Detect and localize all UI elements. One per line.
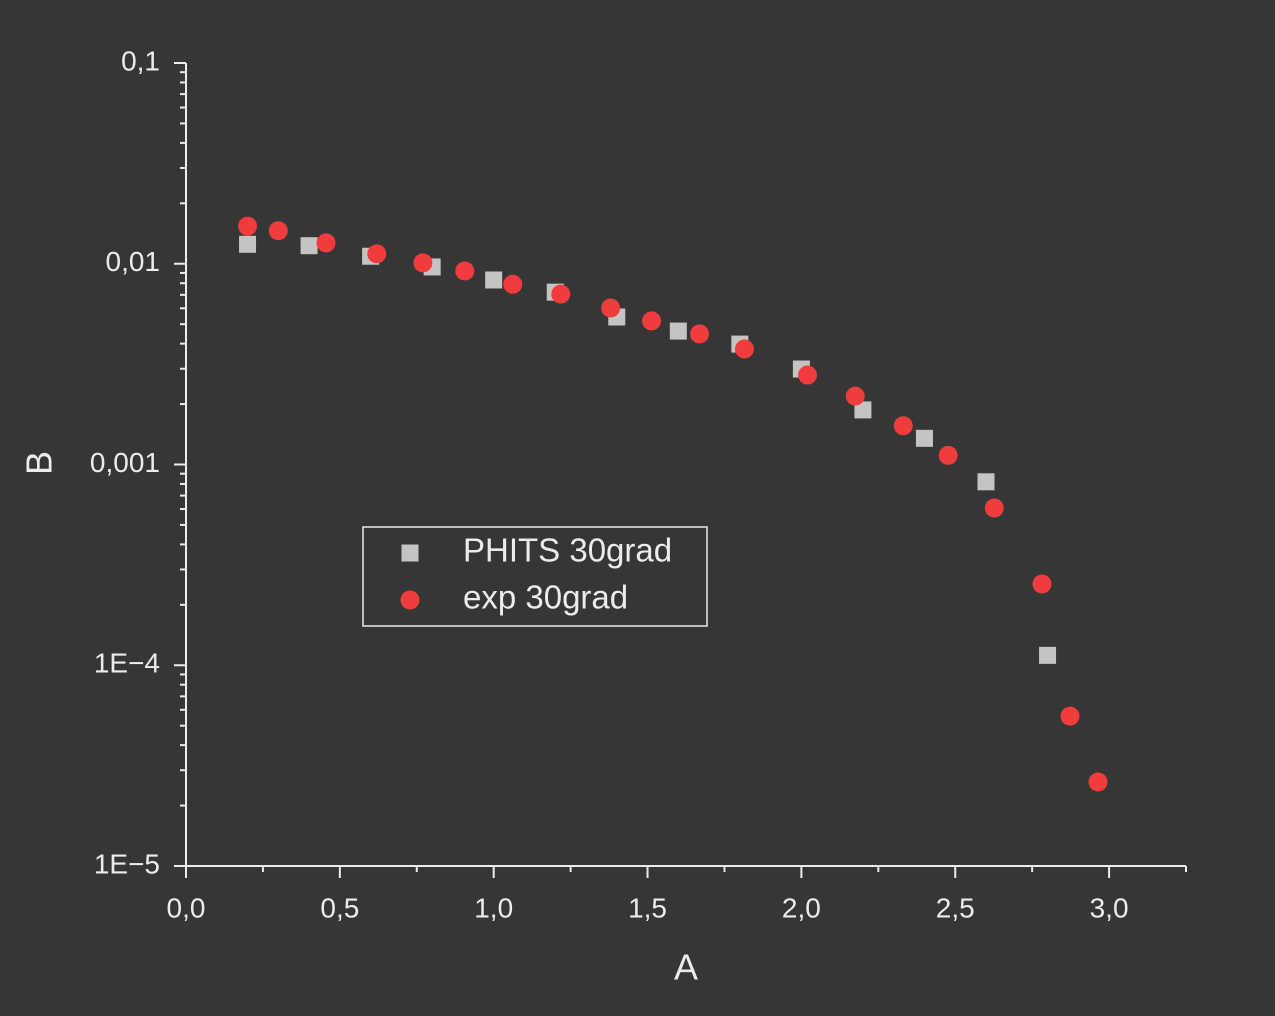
point: [845, 386, 865, 406]
point: [642, 311, 662, 331]
y-tick-label: 0,01: [106, 246, 161, 277]
x-tick-label: 2,0: [782, 892, 821, 923]
x-tick-label: 3,0: [1090, 892, 1129, 923]
point: [893, 416, 913, 436]
legend-marker: [401, 544, 419, 562]
x-tick-label: 0,5: [320, 892, 359, 923]
point: [238, 216, 258, 236]
y-tick-label: 0,001: [90, 447, 160, 478]
point: [503, 274, 523, 294]
point: [455, 261, 475, 281]
legend-label: exp 30grad: [463, 579, 628, 616]
x-tick-label: 0,0: [167, 892, 206, 923]
point: [1088, 772, 1108, 792]
y-tick-label: 1E−4: [94, 648, 160, 679]
point: [977, 473, 995, 491]
point: [690, 324, 710, 344]
legend-box: [362, 526, 708, 627]
point: [413, 253, 433, 273]
x-tick-label: 1,0: [474, 892, 513, 923]
point: [854, 401, 872, 419]
point: [1039, 646, 1057, 664]
point: [1060, 706, 1080, 726]
y-tick-label: 1E−5: [94, 848, 160, 879]
point: [367, 244, 387, 264]
y-tick-label: 0,1: [121, 45, 160, 76]
legend-marker: [400, 590, 420, 610]
point: [551, 284, 571, 304]
point: [316, 233, 336, 253]
point: [734, 339, 754, 359]
point: [485, 271, 503, 289]
point: [300, 237, 318, 255]
point: [239, 235, 257, 253]
point: [915, 429, 933, 447]
x-axis-label: A: [674, 947, 698, 988]
point: [984, 498, 1004, 518]
x-tick-label: 1,5: [628, 892, 667, 923]
point: [938, 445, 958, 465]
point: [798, 365, 818, 385]
point: [669, 322, 687, 340]
point: [268, 221, 288, 241]
legend-label: PHITS 30grad: [463, 532, 672, 569]
x-tick-label: 2,5: [936, 892, 975, 923]
point: [601, 298, 621, 318]
y-axis-label: B: [19, 451, 60, 475]
point: [1032, 574, 1052, 594]
